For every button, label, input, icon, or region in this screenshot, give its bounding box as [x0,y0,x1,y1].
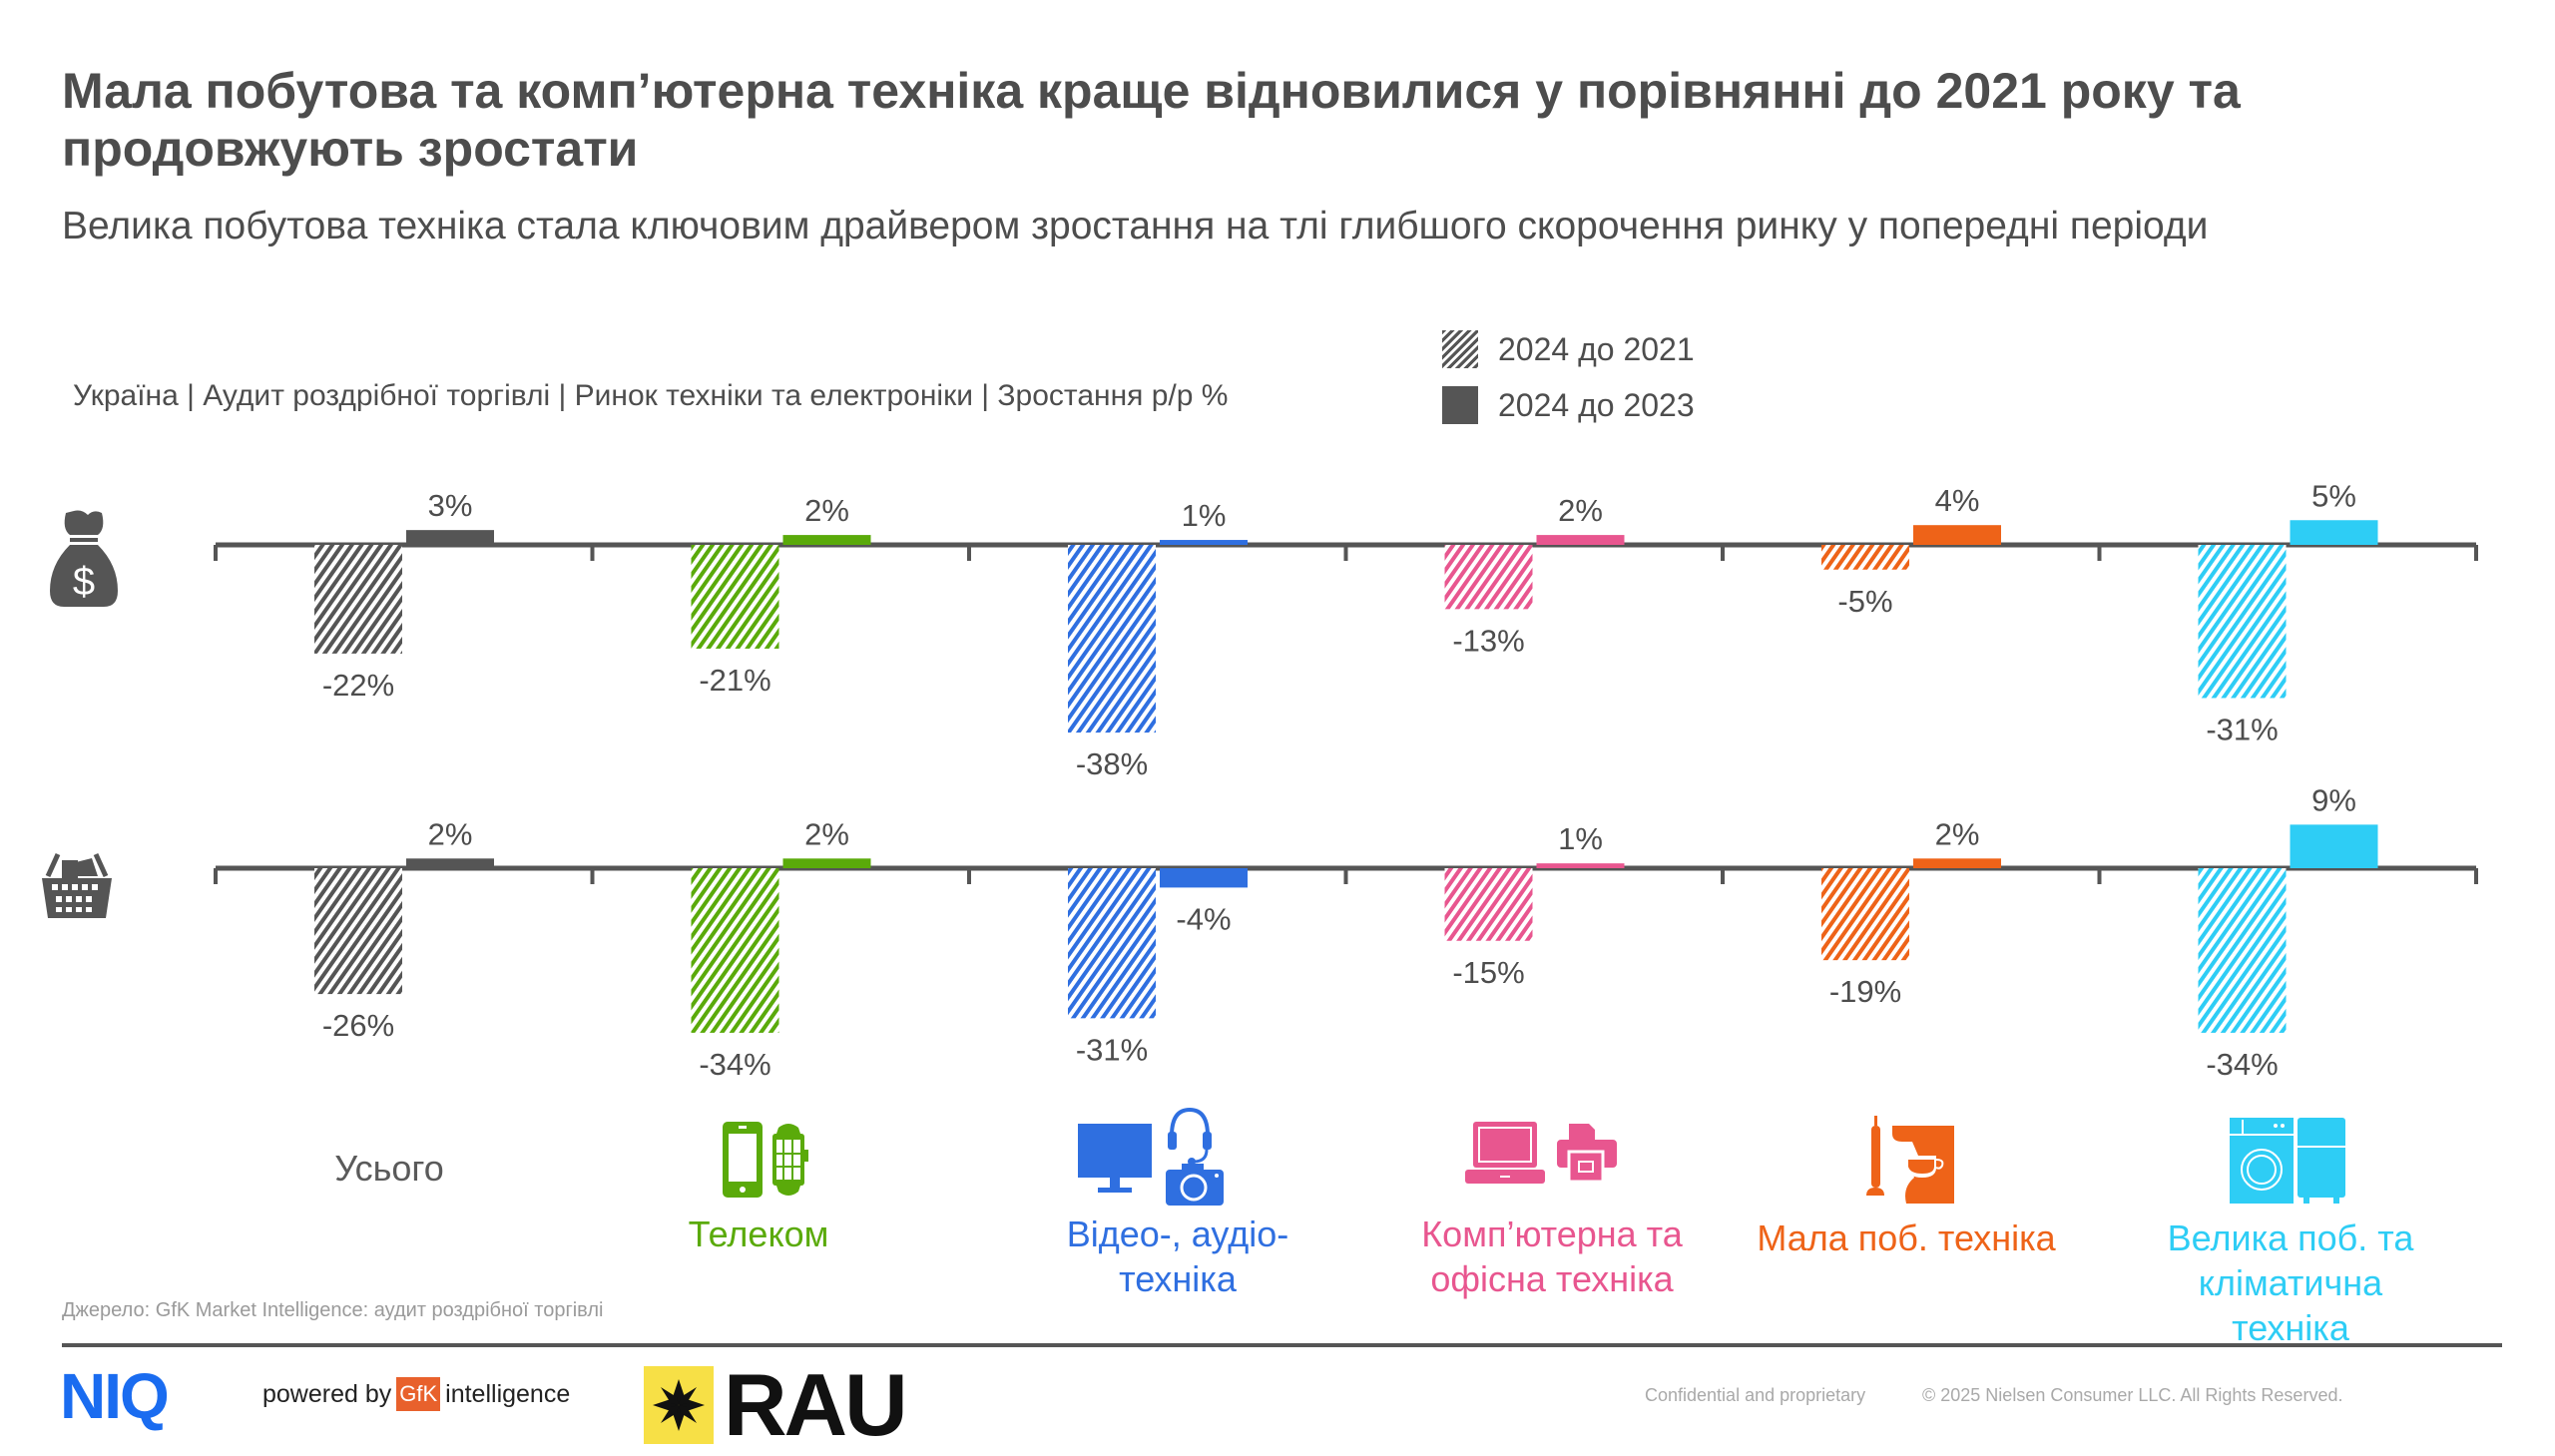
bar-2024-vs-2021 [691,868,779,1033]
data-label: 2% [1558,493,1603,528]
legend-swatch-hatched [1442,330,1478,368]
data-label: 1% [1182,498,1227,533]
intelligence-text: intelligence [445,1379,571,1408]
rau-text: RAU [724,1355,908,1454]
bar-2024-vs-2021 [314,545,402,654]
bar-2024-vs-2021 [1821,545,1909,570]
data-label: 2% [1935,816,1980,851]
data-label: -19% [1829,974,1901,1009]
gfk-powered-by-logo: powered by GfK intelligence [262,1377,570,1411]
legend-label: 2024 до 2021 [1498,330,1695,367]
bar-2024-vs-2023 [2290,520,2378,545]
data-label: 4% [1935,483,1980,518]
bar-2024-vs-2021 [1444,868,1533,941]
chart-context-label: Україна | Аудит роздрібної торгівлі | Ри… [73,379,1229,412]
data-label: -15% [1452,955,1524,990]
powered-by-text: powered by [262,1379,392,1408]
data-label: 2% [804,493,849,528]
data-label: -22% [322,668,394,703]
bar-2024-vs-2021 [1068,868,1156,1019]
category-label-small-appliances: Мала поб. техніка [1757,1217,2056,1258]
bar-2024-vs-2021 [1444,545,1533,610]
data-label: 2% [804,816,849,851]
legend-item-2021: 2024 до 2021 [1442,321,1695,377]
legend-label: 2024 до 2023 [1498,386,1695,423]
category-label-video-audio: Відео-, аудіо-техніка [1066,1213,1289,1299]
bar-2024-vs-2023 [406,530,494,545]
data-label: 3% [428,488,473,523]
niq-logo: NIQ [60,1360,170,1432]
bar-2024-vs-2023 [1913,525,2001,545]
category-label-computer-office: Комп’ютерна та офісна техніка [1421,1213,1683,1299]
bar-2024-vs-2021 [2198,545,2287,699]
bar-2024-vs-2021 [1821,868,1909,961]
confidential-note: Confidential and proprietary [1645,1385,1866,1405]
category-label-telecom: Телеком [688,1213,829,1254]
rau-logo: RAU [644,1354,908,1456]
bar-2024-vs-2023 [782,535,871,545]
bar-2024-vs-2023 [2290,824,2378,868]
svg-text:$: $ [73,560,95,604]
category-label-total: Усього [334,1148,444,1189]
copyright-note: © 2025 Nielsen Consumer LLC. All Rights … [1922,1385,2343,1405]
data-label: 1% [1558,821,1603,856]
bar-2024-vs-2021 [314,868,402,995]
data-label: -4% [1176,901,1231,936]
bar-2024-vs-2023 [782,858,871,868]
data-label: -31% [1076,1032,1148,1067]
data-label: -21% [699,663,770,698]
bar-2024-vs-2023 [1160,868,1248,888]
footer-divider [62,1343,2502,1347]
data-label: 5% [2311,478,2356,513]
rau-star-icon [644,1366,714,1444]
data-label: 9% [2311,782,2356,817]
data-label: -5% [1837,584,1892,619]
washer-fridge-icon [2230,1118,2345,1204]
monitor-headset-camera-icon [1078,1107,1224,1206]
data-label: 2% [428,816,473,851]
laptop-printer-icon [1465,1122,1617,1184]
data-label: -13% [1452,623,1524,658]
source-note: Джерело: GfK Market Intelligence: аудит … [62,1299,604,1321]
bar-2024-vs-2021 [1068,545,1156,733]
bar-2024-vs-2023 [1536,863,1625,868]
category-label-large-appliances: Велика поб. та кліматична техніка [2167,1217,2414,1348]
bar-2024-vs-2023 [406,858,494,868]
bar-2024-vs-2023 [1913,858,2001,868]
page-title: Мала побутова та комп’ютерна техніка кра… [62,63,2241,177]
bar-2024-vs-2023 [1160,540,1248,545]
page-subtitle: Велика побутова техніка стала ключовим д… [62,205,2209,247]
data-label: -34% [699,1047,770,1082]
gfk-logo: GfK [396,1377,441,1411]
data-label: -34% [2206,1047,2278,1082]
legend: 2024 до 2021 2024 до 2023 [1442,321,1695,433]
legend-item-2023: 2024 до 2023 [1442,377,1695,433]
data-label: -26% [322,1008,394,1043]
money-bag-icon: $ [50,510,118,607]
bar-2024-vs-2021 [691,545,779,649]
vacuum-coffee-icon [1866,1116,1954,1204]
shopping-basket-icon [42,852,112,918]
bar-2024-vs-2021 [2198,868,2287,1033]
phone-watch-icon [723,1122,808,1198]
data-label: -31% [2206,712,2278,746]
bar-2024-vs-2023 [1536,535,1625,545]
legend-swatch-solid [1442,386,1478,424]
data-label: -38% [1076,746,1148,781]
